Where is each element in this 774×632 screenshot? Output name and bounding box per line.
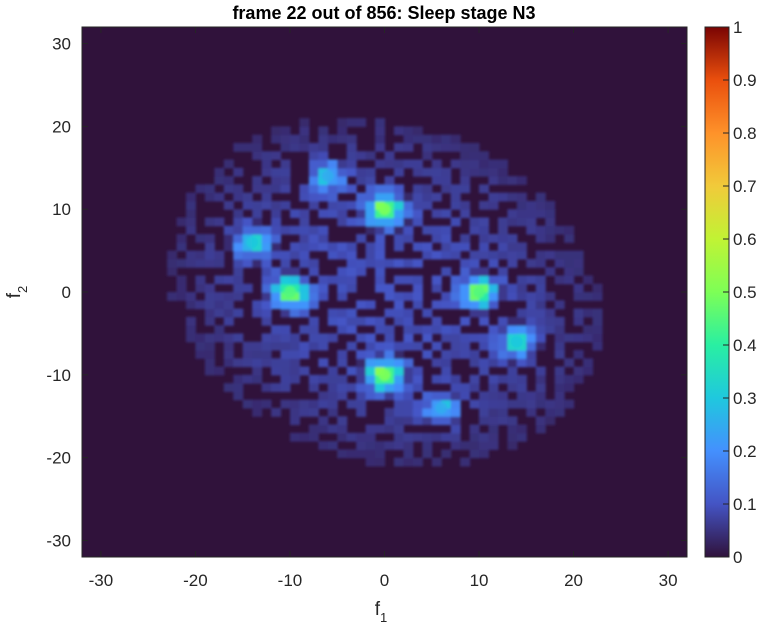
colorbar-ticks: 0 0.1 0.2 0.3 0.4 0.5 0.6 0.7 0.8 0.9 1 [723, 18, 757, 567]
peak-2 [473, 286, 486, 298]
peak-5 [510, 335, 523, 348]
colorbar-tick-label: 0.1 [733, 495, 757, 514]
x-tick-label: -20 [183, 571, 208, 590]
peak-0 [378, 203, 391, 216]
heatmap-field [167, 118, 603, 467]
colorbar-tick-label: 0.3 [733, 389, 757, 408]
colorbar-tick-label: 0.6 [733, 230, 757, 249]
y-tick-label: -10 [46, 366, 71, 385]
peak-3 [283, 286, 296, 298]
x-tick-label: 20 [564, 571, 583, 590]
x-tick-label: 10 [470, 571, 489, 590]
x-axis-label: f1 [375, 599, 388, 625]
y-tick-label: 0 [62, 283, 71, 302]
peak-7 [435, 401, 448, 414]
x-tick-label: 0 [380, 571, 389, 590]
x-tick-label: -30 [89, 571, 114, 590]
x-axis-ticks: -30 -20 -10 0 10 20 30 [89, 27, 678, 590]
colorbar-tick-label: 0.2 [733, 442, 757, 461]
peak-4 [246, 236, 259, 249]
colorbar-tick-label: 0.7 [733, 177, 757, 196]
y-tick-label: 30 [52, 35, 71, 54]
colorbar-tick-label: 0.4 [733, 336, 757, 355]
colorbar-tick-label: 0.9 [733, 71, 757, 90]
y-axis-label: f2 [4, 286, 30, 299]
y-tick-label: 10 [52, 200, 71, 219]
peak-6 [321, 170, 334, 183]
x-tick-label: -10 [278, 571, 303, 590]
y-axis-ticks: -30 -20 -10 0 10 20 30 [46, 35, 687, 550]
colorbar-tick-label: 1 [733, 18, 742, 37]
y-tick-label: -20 [46, 449, 71, 468]
y-tick-label: 20 [52, 117, 71, 136]
chart-title: frame 22 out of 856: Sleep stage N3 [232, 3, 535, 23]
x-tick-label: 30 [659, 571, 678, 590]
colorbar-tick-label: 0.8 [733, 124, 757, 143]
y-tick-label: -30 [46, 531, 71, 550]
colorbar-tick-label: 0 [733, 548, 742, 567]
colorbar-tick-label: 0.5 [733, 283, 757, 302]
peak-1 [378, 368, 391, 381]
